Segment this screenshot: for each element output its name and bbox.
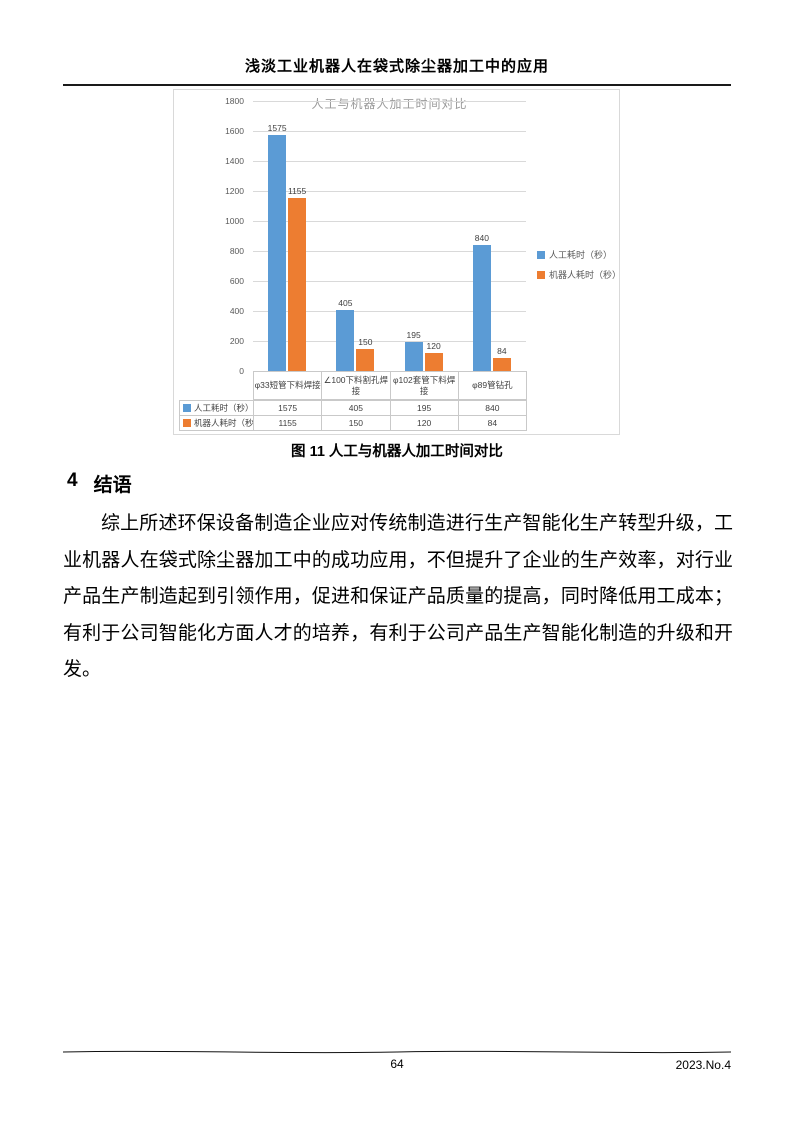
table-series-label: 人工耗时（秒） [179,400,254,416]
gridline [253,131,526,132]
y-axis-tick-label: 400 [229,306,244,316]
y-axis-tick-label: 200 [229,336,244,346]
chart-title: 人工与机器人加工时间对比 [311,97,468,111]
footer-page-number: 64 [390,1057,404,1071]
gridline [253,221,526,222]
legend-swatch-icon [537,270,545,279]
bar-robot-3 [492,358,511,371]
legend-label: 机器人耗时（秒） [549,270,622,280]
section-title: 结语 [93,475,132,496]
table-category-header: φ102套管下料焊接 [389,371,459,400]
series-name: 机器人耗时（秒） [194,417,254,428]
bar-robot-2 [424,353,443,371]
legend-swatch-icon [183,419,191,427]
table-value-cell: 840 [457,400,527,416]
page-header-title: 浅淡工业机器人在袋式除尘器加工中的应用 [244,59,549,75]
bar-manual-3 [472,245,491,371]
legend-swatch-icon [537,250,545,259]
legend-swatch-icon [183,404,191,412]
table-value-cell: 405 [321,400,391,416]
gridline [253,251,526,252]
gridline [253,341,526,342]
y-axis-tick-label: 1000 [225,216,244,226]
footer-issue-label: 2023.No.4 [675,1058,731,1072]
table-category-header: φ89管钻孔 [457,371,527,400]
chart-legend: 人工耗时（秒） 机器人耗时（秒） [537,248,621,288]
section-number: 4 [67,470,78,491]
bar-value-label: 840 [474,233,489,243]
figure-caption: 图 11 人工与机器人加工时间对比 [291,444,503,460]
bar-value-label: 405 [338,298,353,309]
legend-item: 人工耗时（秒） [537,248,621,261]
gridline [253,101,526,102]
bar-value-label: 120 [426,341,441,351]
footer-rule [63,1050,731,1054]
bar-value-label: 1575 [267,122,287,133]
body-paragraph: 综上所述环保设备制造企业应对传统制造进行生产智能化生产转型升级，工业机器人在袋式… [63,513,733,680]
table-value-cell: 150 [321,415,391,431]
y-axis-tick-label: 1200 [225,186,244,196]
table-value-cell: 84 [457,415,527,431]
legend-item: 机器人耗时（秒） [537,268,621,281]
table-value-cell: 1575 [253,400,323,416]
gridline [253,191,526,192]
series-name: 人工耗时（秒） [194,402,254,413]
header-rule [63,84,731,86]
gridline [253,281,526,282]
y-axis-tick-label: 800 [229,246,244,256]
figure-chart: 人工与机器人加工时间对比 0 200 400 600 800 1000 1200 1400 16… [173,89,621,435]
table-value-cell: 1155 [253,415,323,431]
bar-manual-2 [404,341,423,371]
bar-value-label: 1155 [287,185,307,196]
bar-robot-1 [356,348,375,371]
legend-label: 人工耗时（秒） [549,250,613,260]
y-axis-tick-label: 1400 [225,156,244,166]
bar-manual-0 [268,134,287,371]
section-heading: 4 结语 [67,470,132,497]
bar-manual-1 [336,310,355,371]
bar-value-label: 195 [406,329,421,340]
table-category-header: φ33短管下料焊接 [253,371,323,400]
y-axis-tick-label: 1800 [225,96,244,106]
gridline [253,311,526,312]
gridline [253,161,526,162]
y-axis-tick-label: 0 [239,366,244,376]
bar-robot-0 [288,197,307,371]
y-axis-tick-label: 600 [229,276,244,286]
bar-value-label: 150 [358,336,373,347]
table-value-cell: 120 [389,415,459,431]
y-axis-tick-label: 1600 [225,126,244,136]
table-value-cell: 195 [389,400,459,416]
table-category-header: ∠100下料割孔焊接 [321,371,391,400]
table-series-label: 机器人耗时（秒） [179,415,254,431]
bar-value-label: 84 [497,346,507,357]
